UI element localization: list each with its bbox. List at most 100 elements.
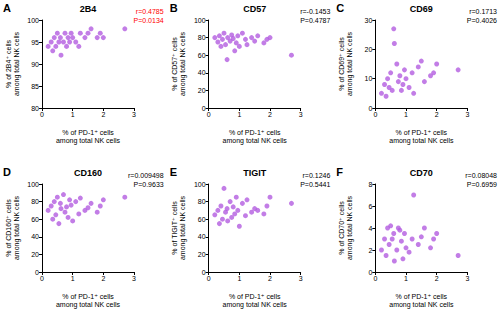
svg-text:CD57: CD57 <box>243 4 266 14</box>
svg-text:0: 0 <box>40 111 44 118</box>
svg-text:6: 6 <box>368 203 372 210</box>
svg-text:1: 1 <box>237 111 241 118</box>
svg-text:% of PD-1⁺ cells: % of PD-1⁺ cells <box>396 129 448 136</box>
svg-text:among total NK cells: among total NK cells <box>389 301 454 309</box>
svg-text:P=0.0134: P=0.0134 <box>133 17 163 24</box>
svg-text:among total NK cells: among total NK cells <box>13 31 21 96</box>
svg-text:2: 2 <box>268 275 272 282</box>
svg-text:P=0.5441: P=0.5441 <box>300 181 330 188</box>
svg-text:20: 20 <box>198 87 206 94</box>
svg-text:among total NK cells: among total NK cells <box>223 137 288 145</box>
svg-text:% of PD-1⁺ cells: % of PD-1⁺ cells <box>396 293 448 300</box>
svg-text:0: 0 <box>202 105 206 112</box>
svg-text:P=0.4026: P=0.4026 <box>467 17 497 24</box>
svg-text:among total NK cells: among total NK cells <box>56 301 121 309</box>
svg-text:among total NK cells: among total NK cells <box>346 31 354 96</box>
svg-text:3: 3 <box>132 111 136 118</box>
svg-text:100: 100 <box>194 17 206 24</box>
svg-text:% of PD-1⁺ cells: % of PD-1⁺ cells <box>62 293 114 300</box>
svg-text:20: 20 <box>31 251 39 258</box>
svg-text:2: 2 <box>101 275 105 282</box>
svg-text:B: B <box>170 2 178 14</box>
svg-text:1: 1 <box>404 111 408 118</box>
svg-text:CD160: CD160 <box>74 168 102 178</box>
svg-text:0: 0 <box>207 111 211 118</box>
svg-text:90: 90 <box>31 61 39 68</box>
svg-text:0: 0 <box>373 111 377 118</box>
svg-text:10: 10 <box>365 75 373 82</box>
svg-text:2: 2 <box>101 111 105 118</box>
svg-text:TIGIT: TIGIT <box>243 168 266 178</box>
svg-text:40: 40 <box>31 233 39 240</box>
svg-text:2B4: 2B4 <box>80 4 97 14</box>
svg-text:1: 1 <box>237 275 241 282</box>
svg-text:80: 80 <box>31 105 39 112</box>
svg-text:100: 100 <box>27 17 39 24</box>
svg-text:60: 60 <box>198 52 206 59</box>
svg-text:3: 3 <box>465 111 469 118</box>
svg-text:0: 0 <box>40 275 44 282</box>
svg-text:3: 3 <box>299 111 303 118</box>
svg-text:20: 20 <box>198 251 206 258</box>
svg-text:80: 80 <box>198 198 206 205</box>
svg-text:2: 2 <box>268 111 272 118</box>
svg-text:0: 0 <box>368 105 372 112</box>
svg-text:among total NK cells: among total NK cells <box>13 195 21 260</box>
svg-text:40: 40 <box>198 233 206 240</box>
svg-text:1: 1 <box>404 275 408 282</box>
svg-text:% of CD57⁺ cells: % of CD57⁺ cells <box>171 37 178 91</box>
svg-text:P=0.4787: P=0.4787 <box>300 17 330 24</box>
svg-text:D: D <box>3 166 11 178</box>
svg-text:F: F <box>336 166 343 178</box>
svg-text:4: 4 <box>368 225 372 232</box>
svg-text:30: 30 <box>365 17 373 24</box>
svg-text:8: 8 <box>368 181 372 188</box>
svg-text:3: 3 <box>465 275 469 282</box>
svg-text:0: 0 <box>368 269 372 276</box>
svg-text:% of PD-1⁺ cells: % of PD-1⁺ cells <box>62 129 114 136</box>
svg-text:r=0.1713: r=0.1713 <box>469 8 497 15</box>
svg-text:1: 1 <box>71 275 75 282</box>
svg-text:among total NK cells: among total NK cells <box>56 137 121 145</box>
svg-text:C: C <box>336 2 344 14</box>
svg-text:0: 0 <box>35 269 39 276</box>
svg-text:100: 100 <box>194 181 206 188</box>
svg-text:% of 2B4⁺ cells: % of 2B4⁺ cells <box>5 39 12 88</box>
svg-text:60: 60 <box>198 216 206 223</box>
svg-text:r=0.08048: r=0.08048 <box>465 172 497 179</box>
svg-text:80: 80 <box>31 198 39 205</box>
svg-text:2: 2 <box>435 275 439 282</box>
svg-text:CD69: CD69 <box>410 4 433 14</box>
svg-text:0: 0 <box>373 275 377 282</box>
svg-text:% of PD-1⁺ cells: % of PD-1⁺ cells <box>229 129 281 136</box>
svg-text:20: 20 <box>365 46 373 53</box>
svg-text:95: 95 <box>31 39 39 46</box>
svg-text:E: E <box>170 166 177 178</box>
svg-text:1: 1 <box>71 111 75 118</box>
svg-text:P=0.6959: P=0.6959 <box>467 181 497 188</box>
svg-text:100: 100 <box>27 181 39 188</box>
svg-text:among total NK cells: among total NK cells <box>179 195 187 260</box>
svg-text:% of CD69⁺ cells: % of CD69⁺ cells <box>338 37 345 91</box>
svg-text:among total NK cells: among total NK cells <box>223 301 288 309</box>
svg-text:3: 3 <box>299 275 303 282</box>
svg-text:80: 80 <box>198 34 206 41</box>
svg-text:% of CD70⁺ cells: % of CD70⁺ cells <box>338 201 345 255</box>
svg-text:85: 85 <box>31 83 39 90</box>
svg-text:r=0.1246: r=0.1246 <box>302 172 330 179</box>
svg-text:60: 60 <box>31 216 39 223</box>
svg-text:P=0.9633: P=0.9633 <box>133 181 163 188</box>
svg-text:A: A <box>3 2 11 14</box>
svg-text:among total NK cells: among total NK cells <box>179 31 187 96</box>
svg-text:0: 0 <box>207 275 211 282</box>
svg-text:% of TIGIT⁺ cells: % of TIGIT⁺ cells <box>171 201 178 255</box>
svg-text:% of CD160⁺ cells: % of CD160⁺ cells <box>5 199 12 257</box>
svg-text:r=-0.1453: r=-0.1453 <box>300 8 330 15</box>
svg-text:3: 3 <box>132 275 136 282</box>
svg-text:among total NK cells: among total NK cells <box>389 137 454 145</box>
svg-text:2: 2 <box>368 247 372 254</box>
svg-text:among total NK cells: among total NK cells <box>346 195 354 260</box>
svg-text:0: 0 <box>202 269 206 276</box>
svg-text:2: 2 <box>435 111 439 118</box>
svg-text:% of PD-1⁺ cells: % of PD-1⁺ cells <box>229 293 281 300</box>
